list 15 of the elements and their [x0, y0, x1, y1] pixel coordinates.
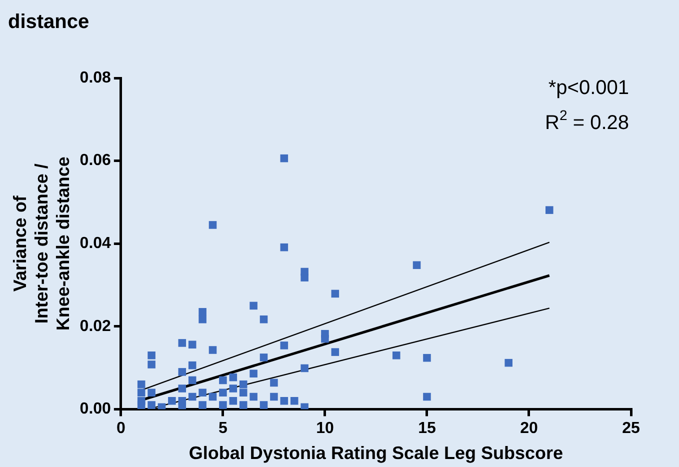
- y-tick-label: 0.04: [80, 235, 112, 252]
- y-tick-label: 0.02: [80, 318, 112, 335]
- y-axis-title: Variance of Inter-toe distance / Knee-ankle distance: [10, 156, 73, 331]
- x-tick-label: 10: [316, 420, 334, 438]
- x-axis-title: Global Dystonia Rating Scale Leg Subscore: [188, 443, 564, 464]
- chart-title: distance: [8, 11, 90, 33]
- annotation: *p<0.001: [548, 77, 630, 99]
- y-tick-label: 0.06: [80, 152, 112, 170]
- y-tick-label: 0.00: [80, 400, 112, 418]
- x-tick-label: 0: [116, 420, 126, 438]
- x-tick-label: 25: [622, 420, 640, 438]
- x-tick-label: 5: [218, 420, 228, 438]
- x-tick-label: 15: [418, 420, 436, 438]
- y-tick-label: 0.08: [80, 69, 112, 86]
- x-tick-label: 20: [520, 420, 538, 438]
